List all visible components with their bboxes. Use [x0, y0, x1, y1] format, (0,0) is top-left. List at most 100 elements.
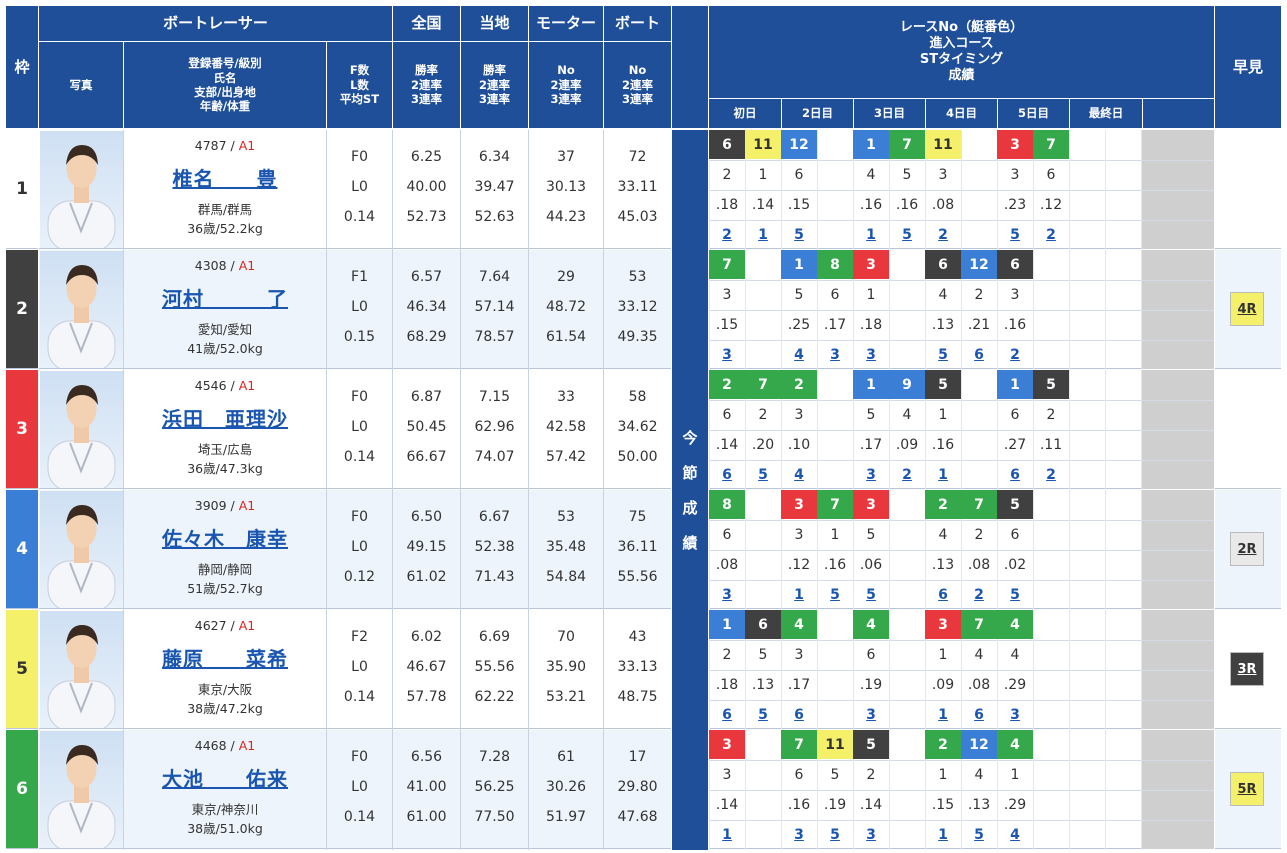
race-result-link[interactable]: 2 [722, 227, 732, 243]
race-result-link[interactable] [961, 220, 997, 250]
race-result-link[interactable] [1033, 700, 1069, 730]
race-col-line [709, 370, 710, 490]
race-col-line [961, 370, 962, 490]
race-result-link[interactable]: 6 [974, 347, 984, 363]
race-result-link[interactable]: 3 [722, 347, 732, 363]
race-result-link[interactable] [889, 580, 925, 610]
race-result-link[interactable]: 5 [1010, 227, 1020, 243]
race-result-link[interactable]: 6 [794, 707, 804, 723]
racer-name-link[interactable]: 藤原 菜希 [162, 647, 288, 671]
avatar-icon [47, 625, 116, 728]
early-race-link[interactable]: 3R [1230, 652, 1264, 686]
avatar-icon [47, 145, 116, 248]
race-st: .14 [859, 797, 883, 813]
race-result-link[interactable]: 5 [758, 467, 768, 483]
race-result-link[interactable]: 1 [938, 827, 948, 843]
race-result-link[interactable]: 3 [866, 707, 876, 723]
race-result-link[interactable]: 4 [1010, 827, 1020, 843]
race-result-link[interactable]: 6 [938, 587, 948, 603]
race-result-link[interactable]: 3 [794, 827, 804, 843]
racer-name-link[interactable]: 佐々木 康幸 [162, 527, 288, 551]
race-result-link[interactable] [817, 220, 853, 250]
race-result-link[interactable]: 3 [830, 347, 840, 363]
race-result-link[interactable]: 2 [974, 587, 984, 603]
race-result-link[interactable]: 5 [830, 827, 840, 843]
race-result-link[interactable]: 5 [974, 827, 984, 843]
stat-nat: 6.56 [410, 749, 443, 765]
registration-grade: 4308 / A1 [124, 258, 326, 273]
early-race-link[interactable]: 4R [1230, 292, 1264, 326]
race-result-link[interactable]: 5 [794, 227, 804, 243]
race-result-link[interactable]: 3 [866, 827, 876, 843]
race-result-link[interactable]: 5 [1010, 587, 1020, 603]
header-local-sub: 勝率 2連率 3連率 [461, 42, 528, 128]
race-result-link[interactable]: 4 [794, 467, 804, 483]
race-result-link[interactable]: 1 [866, 227, 876, 243]
racer-name-link[interactable]: 河村 了 [162, 287, 288, 311]
race-number-badge: 5 [997, 490, 1033, 519]
race-number-badge: 7 [709, 250, 745, 279]
race-col-line [781, 610, 782, 730]
header-motor-sub: No 2連率 3連率 [529, 42, 603, 128]
race-col-line [1069, 130, 1070, 250]
race-result-link[interactable] [817, 700, 853, 730]
race-result-link[interactable]: 5 [866, 587, 876, 603]
race-result-link[interactable] [745, 340, 781, 370]
race-result-link[interactable]: 6 [974, 707, 984, 723]
race-result-link[interactable] [817, 460, 853, 490]
race-result-link[interactable]: 5 [902, 227, 912, 243]
race-result-link[interactable] [1033, 340, 1069, 370]
early-race-link[interactable]: 5R [1230, 772, 1264, 806]
race-number-badge: 1 [709, 610, 745, 639]
race-result-link[interactable]: 1 [938, 707, 948, 723]
race-result-link[interactable] [1033, 820, 1069, 850]
stat-nat: 66.67 [406, 449, 447, 465]
stat-l: L0 [351, 179, 368, 195]
race-result-link[interactable]: 1 [938, 467, 948, 483]
race-result-link[interactable]: 2 [1046, 467, 1056, 483]
race-course: 3 [1010, 287, 1020, 303]
stat-nat: 6.87 [410, 389, 443, 405]
race-course: 3 [1010, 167, 1020, 183]
race-result-link[interactable]: 2 [902, 467, 912, 483]
race-course [889, 520, 925, 550]
race-result-link[interactable] [961, 460, 997, 490]
racer-age-weight: 38歳/47.2kg [187, 701, 263, 716]
racer-age-weight: 41歳/52.0kg [187, 341, 263, 356]
racer-name-link[interactable]: 浜田 亜理沙 [162, 407, 288, 431]
header-left-gap [672, 6, 708, 128]
header-national: 全国 [393, 6, 460, 41]
race-result-link[interactable]: 5 [758, 707, 768, 723]
race-course: 1 [938, 647, 948, 663]
racer-name-link[interactable]: 大池 佑来 [162, 767, 288, 791]
race-number-badge: 1 [997, 370, 1033, 399]
race-result-link[interactable]: 6 [722, 707, 732, 723]
race-number-badge: 6 [925, 250, 961, 279]
race-result-link[interactable]: 1 [758, 227, 768, 243]
race-result-link[interactable]: 5 [830, 587, 840, 603]
race-result-link[interactable]: 6 [1010, 467, 1020, 483]
race-result-link[interactable]: 2 [1010, 347, 1020, 363]
racer-name-link[interactable]: 椎名 豊 [172, 167, 278, 191]
race-result-link[interactable]: 5 [938, 347, 948, 363]
race-result-link[interactable] [745, 820, 781, 850]
stat-motor: 30.26 [545, 779, 587, 795]
race-result-link[interactable]: 2 [1046, 227, 1056, 243]
race-result-link[interactable] [889, 700, 925, 730]
race-result-link[interactable] [889, 340, 925, 370]
race-result-link[interactable]: 3 [722, 587, 732, 603]
early-race-link[interactable]: 2R [1230, 532, 1264, 566]
race-result-link[interactable] [745, 580, 781, 610]
race-result-link[interactable] [1033, 580, 1069, 610]
race-result-link[interactable]: 6 [722, 467, 732, 483]
race-result-link[interactable]: 2 [938, 227, 948, 243]
race-result-link[interactable] [889, 820, 925, 850]
registration-number: 4546 [194, 378, 227, 393]
race-st: .20 [751, 437, 775, 453]
race-result-link[interactable]: 3 [866, 467, 876, 483]
race-result-link[interactable]: 1 [722, 827, 732, 843]
race-result-link[interactable]: 3 [1010, 707, 1020, 723]
race-result-link[interactable]: 3 [866, 347, 876, 363]
race-result-link[interactable]: 4 [794, 347, 804, 363]
race-result-link[interactable]: 1 [794, 587, 804, 603]
